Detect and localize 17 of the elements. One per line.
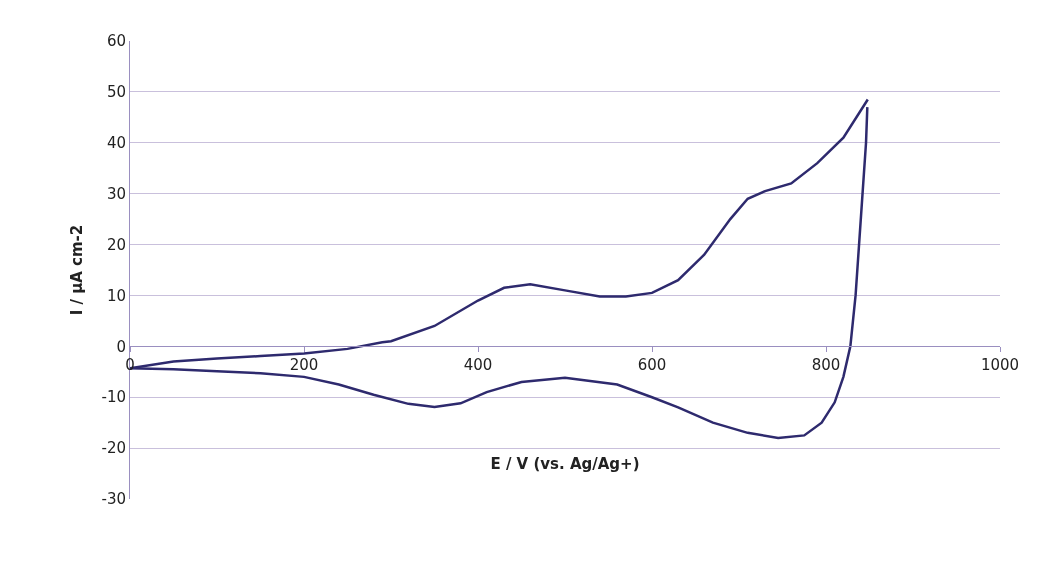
x-tick-label: 600 <box>637 356 667 375</box>
y-tick-label: -10 <box>101 388 126 407</box>
y-tick-label: -20 <box>101 439 126 458</box>
y-tick-label: 20 <box>106 235 126 254</box>
x-tick-label: 1000 <box>980 356 1020 375</box>
x-tick-label: 200 <box>289 356 319 375</box>
y-tick-label: 40 <box>106 134 126 153</box>
y-tick-label: 30 <box>106 184 126 203</box>
y-tick-label: -30 <box>101 490 126 509</box>
x-axis-title: E / V (vs. Ag/Ag+) <box>490 455 640 474</box>
y-tick-label: 10 <box>106 286 126 305</box>
y-axis-title: I / µA cm-2 <box>67 224 86 316</box>
x-tick-label: 800 <box>811 356 841 375</box>
y-tick-label: 0 <box>116 337 126 356</box>
x-tick-label: 400 <box>463 356 493 375</box>
y-tick-label: 50 <box>106 83 126 102</box>
y-tick-label: 60 <box>106 32 126 51</box>
